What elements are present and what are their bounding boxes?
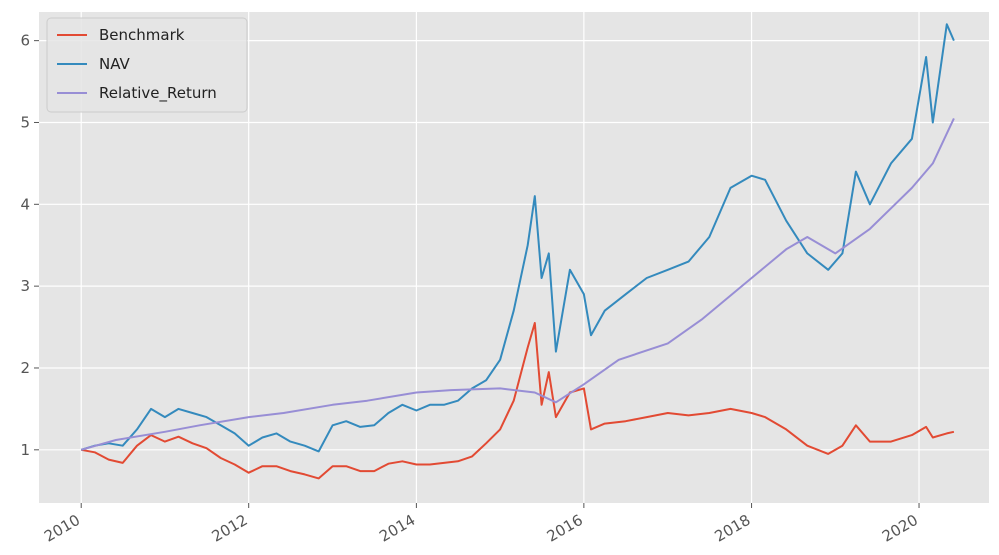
y-tick-label: 5 <box>20 113 30 131</box>
y-tick-label: 4 <box>20 195 30 213</box>
y-tick-label: 2 <box>20 359 30 377</box>
x-tick-label: 2010 <box>41 511 83 546</box>
y-axis-ticks: 1 2 3 4 5 6 <box>20 32 39 459</box>
series-line-benchmark <box>81 322 955 480</box>
x-tick-label: 2012 <box>209 511 251 546</box>
x-tick-label: 2020 <box>879 511 921 546</box>
y-tick-label: 3 <box>20 277 30 295</box>
x-axis-ticks: 2010 2012 2014 2016 2018 2020 <box>41 503 921 546</box>
x-tick-label: 2016 <box>544 511 586 546</box>
legend: Benchmark NAV Relative_Return <box>46 17 248 113</box>
legend-label: NAV <box>99 55 131 73</box>
legend-label: Benchmark <box>99 26 185 44</box>
x-tick-label: 2014 <box>376 511 418 546</box>
y-tick-label: 6 <box>20 32 30 50</box>
series-line-nav <box>80 23 955 453</box>
x-tick-label: 2018 <box>711 511 753 546</box>
grid-lines <box>39 12 989 503</box>
series-line-relative-return <box>80 117 955 451</box>
series-lines <box>80 23 955 480</box>
y-tick-label: 1 <box>20 441 30 459</box>
legend-box <box>46 17 248 113</box>
legend-label: Relative_Return <box>99 84 217 103</box>
